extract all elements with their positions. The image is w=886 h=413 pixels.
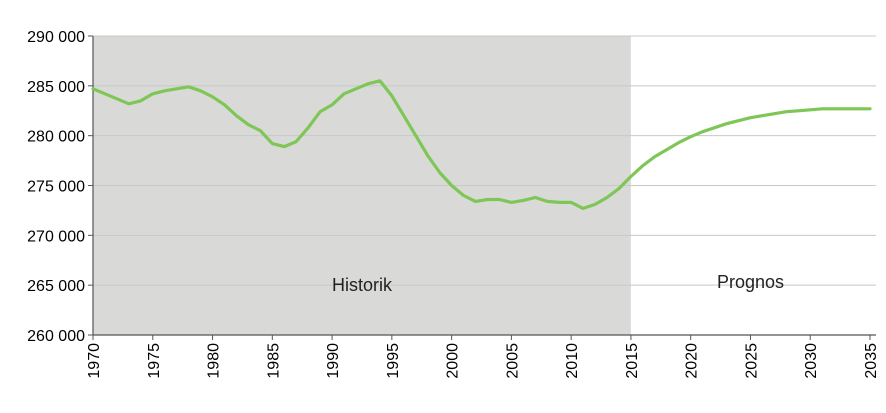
series-group [91, 79, 872, 210]
x-tick-label: 2025 [743, 343, 760, 379]
x-tick-label: 1990 [325, 343, 342, 379]
x-tick-label: 2015 [624, 343, 641, 379]
series-line-0 [91, 79, 872, 210]
x-tick-labels: 1970 1975 1980 1985 1990 1995 2000 2005 2010 2015… [86, 343, 880, 379]
x-tick-label: 2000 [445, 343, 462, 379]
y-tick-label: 270 000 [27, 228, 85, 245]
x-tick-label: 2020 [684, 343, 701, 379]
x-tick-label: 1985 [265, 343, 282, 379]
axes [88, 35, 876, 340]
y-tick-label: 280 000 [27, 129, 85, 146]
x-tick-label: 2010 [564, 343, 581, 379]
y-tick-label: 260 000 [27, 328, 85, 345]
y-tick-label: 275 000 [27, 179, 85, 196]
region-labels: Historik Prognos [332, 272, 784, 295]
x-tick-label: 1980 [206, 343, 223, 379]
region-label-historik: Historik [332, 275, 393, 295]
y-tick-label: 285 000 [27, 79, 85, 96]
y-tick-label: 290 000 [27, 29, 85, 46]
x-tick-label: 2035 [863, 343, 880, 379]
y-tick-label: 265 000 [27, 278, 85, 295]
y-tick-labels: 290 000 285 000 280 000 275 000 270 000 265 0… [27, 29, 85, 345]
x-tick-label: 2005 [504, 343, 521, 379]
x-tick-label: 2030 [803, 343, 820, 379]
region-label-prognos: Prognos [717, 272, 784, 292]
x-tick-label: 1995 [385, 343, 402, 379]
x-tick-label: 1970 [86, 343, 103, 379]
x-tick-label: 1975 [146, 343, 163, 379]
